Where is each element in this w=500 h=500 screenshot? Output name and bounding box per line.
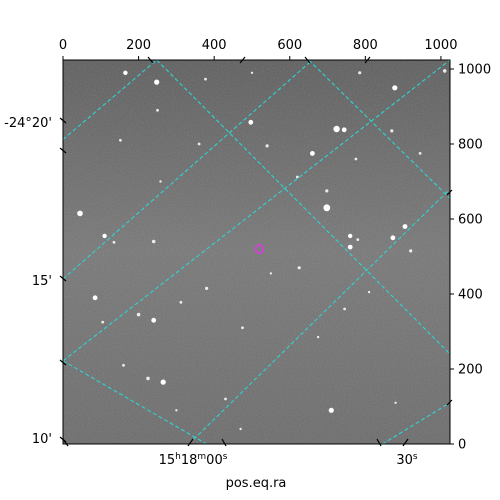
plot-frame <box>62 59 451 445</box>
star <box>341 127 347 133</box>
grid-line <box>188 188 450 444</box>
star <box>367 290 371 294</box>
star <box>358 71 362 75</box>
star <box>333 125 340 133</box>
star <box>343 307 346 311</box>
star <box>151 239 156 244</box>
stars-layer <box>77 69 447 431</box>
dec-tick-marks <box>59 117 453 443</box>
top-tick-label: 800 <box>353 38 378 53</box>
dec-tick-label: -24°20' <box>4 116 52 131</box>
star <box>136 312 141 317</box>
top-tick-label: 400 <box>202 38 227 53</box>
star <box>323 204 331 212</box>
star <box>204 77 207 81</box>
top-pixel-axis: 0 200 400 600 800 1000 <box>59 38 457 60</box>
star <box>123 70 128 76</box>
star <box>77 210 83 217</box>
right-pixel-axis: 0 200 400 600 800 1000 <box>450 63 491 453</box>
star <box>151 317 157 323</box>
star <box>248 119 254 125</box>
star <box>146 376 150 381</box>
grid-line <box>63 60 313 280</box>
right-tick-label: 400 <box>458 288 483 303</box>
star <box>101 320 105 324</box>
star <box>310 151 315 156</box>
star <box>122 363 125 367</box>
star <box>159 180 162 183</box>
star <box>325 189 329 193</box>
ra-tick-marks <box>62 56 409 447</box>
ra-tick-label-1: 15h18m00s <box>159 452 228 468</box>
star <box>224 397 227 401</box>
star <box>295 175 299 179</box>
star <box>92 295 98 301</box>
star <box>112 240 116 244</box>
star <box>156 108 159 112</box>
coordinate-grid <box>63 60 450 444</box>
right-tick-label: 0 <box>458 438 466 453</box>
star <box>390 129 394 133</box>
top-tick-label: 200 <box>126 38 151 53</box>
star <box>269 272 273 275</box>
grid-line <box>156 60 450 355</box>
x-axis-title: pos.eq.ra <box>226 476 287 491</box>
right-tick-label: 1000 <box>458 63 491 78</box>
image-plot-area[interactable] <box>63 60 450 444</box>
star <box>347 244 353 250</box>
top-tick-label: 600 <box>277 38 302 53</box>
right-tick-label: 600 <box>458 213 483 228</box>
star <box>154 79 160 85</box>
star <box>205 286 209 290</box>
star <box>442 69 447 73</box>
target-marker <box>254 244 265 254</box>
right-tick-label: 800 <box>458 138 483 153</box>
top-tick-label: 1000 <box>424 38 457 53</box>
star <box>179 300 183 304</box>
grid-line <box>63 60 158 140</box>
star <box>409 249 413 253</box>
star <box>250 71 254 75</box>
star <box>356 238 360 242</box>
star <box>394 401 397 404</box>
star <box>175 409 178 412</box>
star <box>348 233 353 239</box>
grid-line <box>308 60 450 199</box>
star <box>265 144 269 148</box>
grid-line <box>382 402 450 444</box>
star <box>160 379 166 385</box>
star <box>241 326 244 330</box>
star <box>197 142 201 146</box>
ra-axis-labels: 15h18m00s 30s <box>159 452 418 468</box>
star <box>392 85 398 91</box>
star <box>328 407 334 413</box>
star <box>418 152 422 155</box>
star <box>390 235 396 241</box>
star <box>102 233 107 239</box>
dec-axis-labels: -24°20' 15' 10' <box>4 116 52 447</box>
dec-tick-label: 15' <box>32 274 52 289</box>
dec-tick-label: 10' <box>32 432 52 447</box>
star <box>297 266 301 270</box>
star <box>119 138 122 142</box>
top-tick-label: 0 <box>59 38 67 53</box>
grid-line <box>63 60 450 362</box>
star <box>239 427 242 431</box>
grid-line <box>63 360 207 444</box>
star <box>354 157 358 161</box>
star <box>316 335 320 339</box>
right-tick-label: 200 <box>458 363 483 378</box>
star <box>402 224 408 229</box>
ra-tick-label-2: 30s <box>396 452 418 468</box>
